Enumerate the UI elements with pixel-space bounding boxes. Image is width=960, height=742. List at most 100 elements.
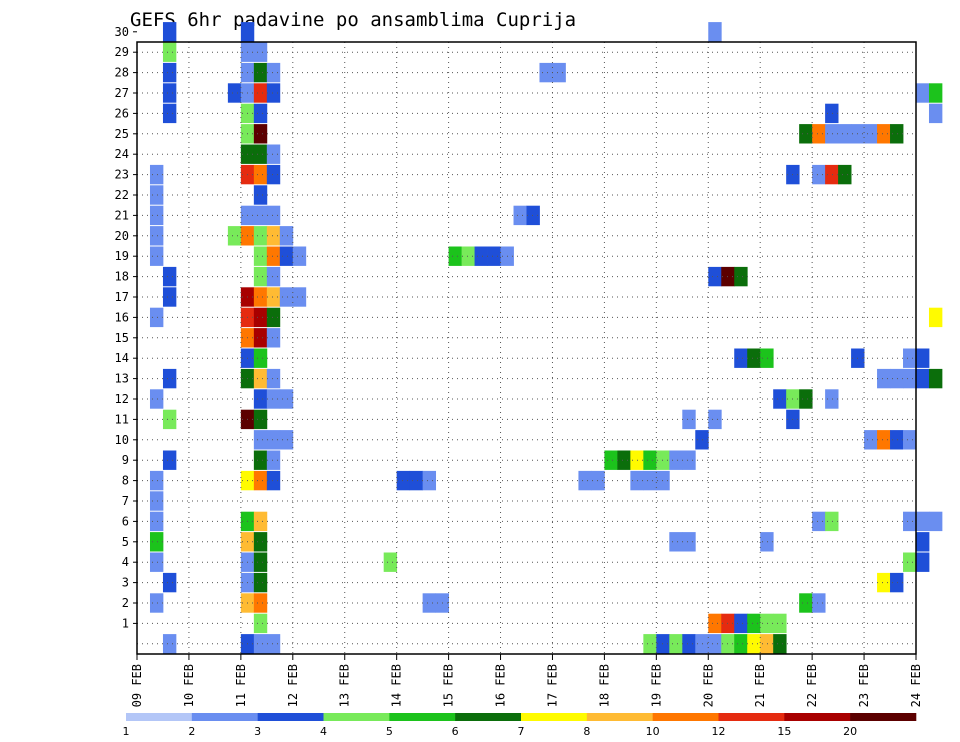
heat-cell bbox=[747, 634, 761, 654]
heat-cell bbox=[474, 246, 488, 266]
y-tick-label: 18 bbox=[115, 270, 129, 284]
colorbar-label: 2 bbox=[188, 725, 195, 738]
heat-cell bbox=[682, 634, 696, 654]
heat-cell bbox=[292, 246, 307, 266]
x-tick-label: 12 FEB bbox=[286, 664, 300, 707]
heat-cell bbox=[928, 307, 943, 328]
heat-cell bbox=[890, 124, 904, 144]
heat-cell bbox=[253, 368, 268, 389]
x-tick-label: 24 FEB bbox=[909, 664, 923, 707]
heat-cell bbox=[825, 124, 839, 144]
heat-cell bbox=[591, 470, 605, 491]
heat-cell bbox=[708, 266, 722, 287]
heat-cell bbox=[903, 511, 917, 532]
heat-cell bbox=[253, 103, 268, 124]
heat-cell bbox=[253, 409, 268, 430]
heat-cell bbox=[253, 164, 268, 185]
heat-cell bbox=[916, 511, 930, 532]
colorbar-label: 20 bbox=[843, 725, 857, 738]
y-tick-label: 23 bbox=[115, 168, 129, 182]
heat-cell bbox=[773, 389, 787, 409]
heat-cell bbox=[799, 124, 813, 144]
heat-cell bbox=[877, 368, 891, 389]
heat-cell bbox=[149, 511, 164, 532]
heat-cell bbox=[253, 634, 268, 654]
heat-cell bbox=[799, 593, 813, 613]
heat-cell bbox=[266, 205, 281, 226]
y-tick-label: 4 bbox=[122, 555, 129, 569]
heat-cell bbox=[890, 368, 904, 389]
heat-cell bbox=[734, 613, 748, 634]
y-tick-label: 3 bbox=[122, 576, 129, 590]
heat-cell bbox=[890, 572, 904, 593]
grid-lines bbox=[137, 42, 916, 654]
colorbar-swatch bbox=[389, 713, 456, 721]
y-tick-label: 21 bbox=[115, 208, 129, 222]
colorbar-swatch bbox=[455, 713, 522, 721]
heat-cell bbox=[253, 205, 268, 226]
heat-cell bbox=[695, 634, 709, 654]
colorbar-swatch bbox=[257, 713, 324, 721]
y-tick-label: 9 bbox=[122, 453, 129, 467]
x-tick-label: 20 FEB bbox=[701, 664, 715, 707]
heat-cell bbox=[773, 613, 787, 634]
heat-cell bbox=[656, 450, 670, 470]
heat-cell bbox=[292, 287, 307, 307]
heat-cell bbox=[279, 287, 294, 307]
heat-cell bbox=[916, 552, 930, 572]
heat-cell bbox=[253, 470, 268, 491]
heat-cell bbox=[773, 634, 787, 654]
heat-cell bbox=[812, 593, 826, 613]
heat-cell bbox=[162, 409, 177, 430]
y-tick-label: 6 bbox=[122, 514, 129, 528]
heat-cell bbox=[253, 430, 268, 450]
heat-cell bbox=[149, 532, 164, 552]
heat-cell bbox=[162, 42, 177, 62]
heat-cell bbox=[526, 205, 540, 226]
heat-cell bbox=[928, 103, 943, 124]
heat-cell bbox=[643, 450, 657, 470]
heat-cell bbox=[669, 634, 683, 654]
heat-cell bbox=[747, 613, 761, 634]
heat-cell bbox=[227, 226, 242, 246]
colorbar-label: 5 bbox=[386, 725, 393, 738]
x-tick-label: 18 FEB bbox=[597, 664, 611, 707]
y-tick-label: 19 bbox=[115, 249, 129, 263]
heat-cell bbox=[578, 470, 592, 491]
heat-cell bbox=[279, 226, 294, 246]
heat-cell bbox=[708, 613, 722, 634]
heat-cell bbox=[682, 532, 696, 552]
colorbar: 1 2 3 4 5 6 7 8 10 12 15 20 bbox=[123, 713, 917, 738]
y-tick-label: 27 bbox=[115, 86, 129, 100]
y-tick-label: 26 bbox=[115, 106, 129, 120]
heat-cell bbox=[266, 164, 281, 185]
colorbar-label: 15 bbox=[777, 725, 791, 738]
heat-cell bbox=[253, 42, 268, 62]
heat-cell bbox=[928, 83, 943, 103]
heat-cell bbox=[149, 164, 164, 185]
heat-cell bbox=[734, 634, 748, 654]
heat-cell bbox=[266, 368, 281, 389]
heat-cell bbox=[266, 287, 281, 307]
heat-cell bbox=[760, 634, 774, 654]
y-tick-label: 25 bbox=[115, 127, 129, 141]
heat-cell bbox=[799, 389, 813, 409]
heat-cell bbox=[734, 348, 748, 368]
heat-cell bbox=[903, 348, 917, 368]
heat-cell bbox=[149, 307, 164, 328]
heat-cell bbox=[149, 470, 164, 491]
heat-cell bbox=[916, 83, 930, 103]
heat-cell bbox=[812, 164, 826, 185]
y-tick-label: 11 bbox=[115, 412, 129, 426]
heat-cell bbox=[253, 552, 268, 572]
colorbar-label: 12 bbox=[712, 725, 726, 738]
y-tick-label: 10 bbox=[115, 433, 129, 447]
y-tick-label: 12 bbox=[115, 392, 129, 406]
x-tick-label: 10 FEB bbox=[182, 664, 196, 707]
heat-cell bbox=[266, 144, 281, 164]
chart-title: GEFS 6hr padavine po ansamblima Cuprija bbox=[130, 9, 576, 31]
heat-cell bbox=[396, 470, 411, 491]
heat-cell bbox=[162, 266, 177, 287]
heat-cell bbox=[253, 348, 268, 368]
x-tick-label: 09 FEB bbox=[130, 664, 144, 707]
